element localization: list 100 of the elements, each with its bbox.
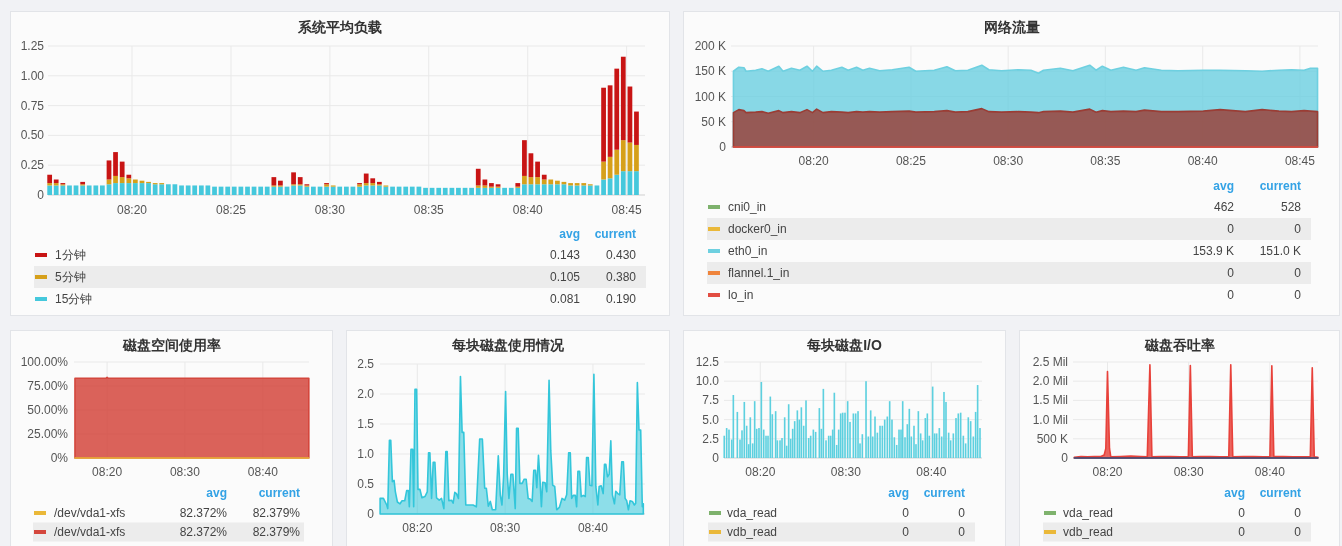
y-tick-label: 2.0 Mil [1032,374,1068,389]
text: avg [559,227,580,241]
legend-label: /dev/vda1-xfs [54,525,126,539]
text: 462 [1213,200,1235,214]
x-tick-label: 08:40 [1187,154,1219,168]
text: 0 [902,506,910,520]
y-tick-label: 1.5 [357,417,375,431]
x-tick-label: 08:30 [169,465,201,479]
y-tick-label: 75.00% [27,379,69,393]
x-tick-label: 08:40 [1254,465,1286,479]
text: 0 [958,525,966,539]
y-tick-label: 50.00% [27,403,69,417]
text: avg [1224,486,1245,500]
chart-title: 每块磁盘I/O [806,337,882,353]
text: current [1259,486,1301,500]
chart-title: 网络流量 [983,19,1040,35]
legend-label: 15分钟 [55,292,93,306]
text: 0 [1294,525,1302,539]
y-tick-label: 500 K [1036,431,1068,446]
x-tick-label: 08:35 [1090,154,1121,168]
legend-label: docker0_in [728,222,787,236]
text: 82.372% [179,506,228,520]
y-tick-label: 100 K [694,89,726,104]
text: 82.372% [179,525,228,539]
legend-label: vda_read [727,506,778,520]
legend-label: cni0_in [728,200,767,214]
y-tick-label: 1.25 [20,39,45,53]
text: avg [206,486,227,500]
legend-label: /dev/vda1-xfs [54,506,126,520]
x-tick-label: 08:40 [512,203,544,217]
y-tick-label: 0% [50,451,69,465]
text: 0.143 [549,248,581,262]
text: 0 [1227,266,1235,280]
text: 0.190 [605,292,637,306]
y-tick-label: 150 K [694,64,726,79]
y-tick-label: 5.0 [702,412,720,427]
legend-label: lo_in [728,288,754,302]
text: current [1259,179,1301,193]
legend-label: vdb_read [1063,525,1114,539]
x-tick-label: 08:45 [1284,154,1316,168]
y-tick-label: 1.0 Mil [1032,412,1068,427]
text: 0 [1227,288,1235,302]
text: 82.379% [252,525,301,539]
y-tick-label: 1.00 [20,68,45,83]
y-tick-label: 0 [367,507,375,521]
legend-label: flannel.1_in [728,266,790,280]
y-tick-label: 12.5 [695,355,720,369]
y-tick-label: 0 [719,140,727,154]
text: 0 [1294,506,1302,520]
text: 0 [1294,222,1302,236]
text: 0 [1238,506,1246,520]
x-tick-label: 08:30 [993,154,1024,168]
y-tick-label: 0.50 [20,128,45,143]
text: 0.430 [605,248,637,262]
x-tick-label: 08:30 [490,521,521,535]
y-tick-label: 2.5 Mil [1032,355,1068,369]
y-tick-label: 1.0 [357,447,375,461]
text: 0 [1294,288,1302,302]
legend-label: eth0_in [728,244,768,258]
text: 0 [1294,266,1302,280]
y-tick-label: 7.5 [702,393,720,408]
x-tick-label: 08:40 [916,465,947,479]
text: 0.081 [549,292,581,306]
text: 82.379% [252,506,301,520]
y-tick-label: 0 [712,451,720,465]
y-tick-label: 0 [1061,451,1069,465]
y-tick-label: 2.5 [357,357,375,371]
text: current [258,486,300,500]
text: 528 [1280,200,1302,214]
y-tick-label: 25.00% [27,427,69,441]
text: 0 [902,525,910,539]
text: current [594,227,636,241]
text: 0.380 [605,270,637,284]
y-tick-label: 0.25 [20,158,45,173]
y-tick-label: 10.0 [695,374,720,389]
y-tick-label: 200 K [694,39,726,53]
text: 0.105 [549,270,581,284]
x-tick-label: 08:20 [402,521,433,535]
x-tick-label: 08:40 [577,521,609,535]
chart-title: 每块磁盘使用情况 [451,337,565,353]
chart-title: 磁盘空间使用率 [121,337,221,353]
text: avg [1213,179,1234,193]
x-tick-label: 08:20 [798,154,829,168]
y-tick-label: 50 K [701,114,726,129]
text: 0 [1227,222,1235,236]
y-tick-label: 2.5 [702,431,720,446]
x-tick-label: 08:20 [1092,465,1123,479]
x-tick-label: 08:30 [314,203,346,217]
x-tick-label: 08:25 [216,203,247,217]
x-tick-label: 08:25 [895,154,927,168]
y-tick-label: 1.5 Mil [1032,393,1068,408]
y-tick-label: 0.75 [20,98,45,113]
text: current [923,486,965,500]
x-tick-label: 08:20 [117,203,148,217]
text: 151.0 K [1259,244,1301,258]
y-tick-label: 100.00% [20,355,69,369]
chart-title: 磁盘吞吐率 [1143,337,1215,353]
x-tick-label: 08:45 [611,203,642,217]
legend-label: vdb_read [727,525,778,539]
x-tick-label: 08:20 [92,465,123,479]
